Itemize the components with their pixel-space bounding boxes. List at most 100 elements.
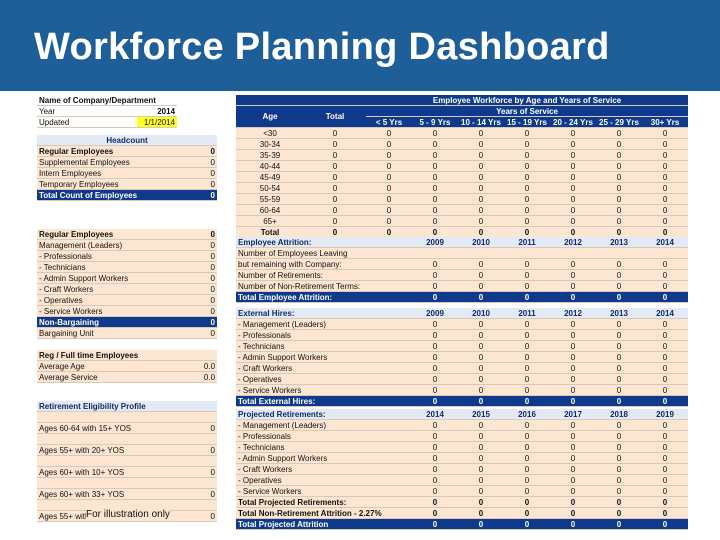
external-hires-value[interactable]: 0 bbox=[642, 362, 688, 374]
attrition-value[interactable] bbox=[412, 247, 458, 259]
retirement-eligibility-value[interactable]: 0 bbox=[187, 488, 217, 500]
attrition-value[interactable]: 0 bbox=[596, 280, 642, 292]
projected-value[interactable]: 0 bbox=[642, 441, 688, 453]
headcount-value[interactable]: 0 bbox=[187, 178, 217, 190]
regular-breakdown-value[interactable]: 0 bbox=[187, 261, 217, 273]
external-hires-value[interactable]: 0 bbox=[458, 373, 504, 385]
workforce-value[interactable]: 0 bbox=[366, 138, 412, 150]
projected-value[interactable]: 0 bbox=[642, 463, 688, 475]
attrition-value[interactable]: 0 bbox=[596, 258, 642, 270]
retirement-eligibility-value[interactable]: 0 bbox=[187, 466, 217, 478]
external-hires-value[interactable]: 0 bbox=[642, 340, 688, 352]
projected-value[interactable]: 0 bbox=[642, 485, 688, 497]
external-hires-value[interactable]: 0 bbox=[412, 373, 458, 385]
projected-value[interactable]: 0 bbox=[504, 419, 550, 431]
workforce-value[interactable]: 0 bbox=[458, 204, 504, 216]
workforce-value[interactable]: 0 bbox=[596, 160, 642, 172]
regular-breakdown-value[interactable]: 0 bbox=[187, 294, 217, 306]
workforce-value[interactable]: 0 bbox=[366, 204, 412, 216]
external-hires-value[interactable]: 0 bbox=[458, 351, 504, 363]
external-hires-value[interactable]: 0 bbox=[412, 329, 458, 341]
workforce-value[interactable]: 0 bbox=[458, 226, 504, 238]
workforce-value[interactable]: 0 bbox=[504, 182, 550, 194]
external-hires-value[interactable]: 0 bbox=[550, 318, 596, 330]
workforce-value[interactable]: 0 bbox=[504, 226, 550, 238]
external-hires-value[interactable]: 0 bbox=[412, 318, 458, 330]
workforce-value[interactable]: 0 bbox=[642, 193, 689, 205]
projected-value[interactable]: 0 bbox=[412, 441, 458, 453]
workforce-value[interactable]: 0 bbox=[596, 127, 642, 139]
workforce-value[interactable]: 0 bbox=[596, 226, 642, 238]
regular-breakdown-value[interactable]: 0 bbox=[187, 272, 217, 284]
attrition-value[interactable]: 0 bbox=[642, 280, 688, 292]
regular-breakdown-value[interactable]: 0 bbox=[187, 316, 217, 328]
external-hires-value[interactable]: 0 bbox=[642, 318, 688, 330]
workforce-value[interactable]: 0 bbox=[366, 149, 412, 161]
projected-value[interactable]: 0 bbox=[596, 474, 642, 486]
external-hires-value[interactable]: 0 bbox=[596, 318, 642, 330]
workforce-value[interactable]: 0 bbox=[412, 160, 458, 172]
projected-value[interactable]: 0 bbox=[458, 441, 504, 453]
projected-value[interactable]: 0 bbox=[504, 463, 550, 475]
workforce-value[interactable]: 0 bbox=[458, 127, 504, 139]
attrition-value[interactable]: 0 bbox=[504, 258, 550, 270]
workforce-value[interactable]: 0 bbox=[550, 215, 596, 227]
workforce-value[interactable]: 0 bbox=[550, 171, 596, 183]
projected-value[interactable]: 0 bbox=[458, 485, 504, 497]
projected-value[interactable]: 0 bbox=[412, 474, 458, 486]
projected-value[interactable]: 0 bbox=[412, 463, 458, 475]
projected-value[interactable]: 0 bbox=[550, 452, 596, 464]
workforce-value[interactable]: 0 bbox=[412, 215, 458, 227]
projected-value[interactable]: 0 bbox=[458, 474, 504, 486]
workforce-value[interactable]: 0 bbox=[304, 149, 366, 161]
workforce-value[interactable]: 0 bbox=[304, 204, 366, 216]
projected-value[interactable]: 0 bbox=[504, 485, 550, 497]
external-hires-value[interactable]: 0 bbox=[412, 340, 458, 352]
projected-value[interactable]: 0 bbox=[596, 441, 642, 453]
projected-value[interactable]: 0 bbox=[504, 474, 550, 486]
external-hires-value[interactable]: 0 bbox=[642, 373, 688, 385]
attrition-value[interactable] bbox=[642, 247, 688, 259]
projected-value[interactable]: 0 bbox=[642, 474, 688, 486]
external-hires-value[interactable]: 0 bbox=[458, 362, 504, 374]
workforce-value[interactable]: 0 bbox=[642, 226, 689, 238]
external-hires-value[interactable]: 0 bbox=[504, 373, 550, 385]
projected-value[interactable]: 0 bbox=[412, 485, 458, 497]
external-hires-value[interactable]: 0 bbox=[596, 351, 642, 363]
projected-value[interactable]: 0 bbox=[550, 419, 596, 431]
projected-value[interactable]: 0 bbox=[596, 430, 642, 442]
workforce-value[interactable]: 0 bbox=[504, 149, 550, 161]
attrition-value[interactable] bbox=[458, 247, 504, 259]
attrition-value[interactable]: 0 bbox=[412, 280, 458, 292]
external-hires-value[interactable]: 0 bbox=[596, 384, 642, 396]
external-hires-value[interactable]: 0 bbox=[550, 340, 596, 352]
workforce-value[interactable]: 0 bbox=[550, 193, 596, 205]
projected-value[interactable]: 0 bbox=[458, 419, 504, 431]
external-hires-value[interactable]: 0 bbox=[504, 329, 550, 341]
workforce-value[interactable]: 0 bbox=[304, 171, 366, 183]
external-hires-value[interactable]: 0 bbox=[504, 362, 550, 374]
workforce-value[interactable]: 0 bbox=[642, 215, 689, 227]
external-hires-value[interactable]: 0 bbox=[504, 384, 550, 396]
workforce-value[interactable]: 0 bbox=[504, 138, 550, 150]
projected-value[interactable]: 0 bbox=[458, 463, 504, 475]
external-hires-value[interactable]: 0 bbox=[550, 329, 596, 341]
workforce-value[interactable]: 0 bbox=[596, 193, 642, 205]
retirement-eligibility-value[interactable]: 0 bbox=[187, 422, 217, 434]
workforce-value[interactable]: 0 bbox=[412, 171, 458, 183]
projected-value[interactable]: 0 bbox=[596, 419, 642, 431]
attrition-value[interactable]: 0 bbox=[504, 280, 550, 292]
workforce-value[interactable]: 0 bbox=[458, 138, 504, 150]
projected-value[interactable]: 0 bbox=[550, 430, 596, 442]
attrition-value[interactable]: 0 bbox=[458, 280, 504, 292]
external-hires-value[interactable]: 0 bbox=[642, 384, 688, 396]
external-hires-value[interactable]: 0 bbox=[596, 362, 642, 374]
regular-breakdown-value[interactable]: 0 bbox=[187, 283, 217, 295]
attrition-value[interactable]: 0 bbox=[550, 280, 596, 292]
workforce-value[interactable]: 0 bbox=[642, 127, 689, 139]
attrition-value[interactable]: 0 bbox=[458, 258, 504, 270]
workforce-value[interactable]: 0 bbox=[304, 215, 366, 227]
workforce-value[interactable]: 0 bbox=[458, 182, 504, 194]
regular-breakdown-value[interactable]: 0 bbox=[187, 239, 217, 251]
regular-breakdown-value[interactable]: 0 bbox=[187, 305, 217, 317]
